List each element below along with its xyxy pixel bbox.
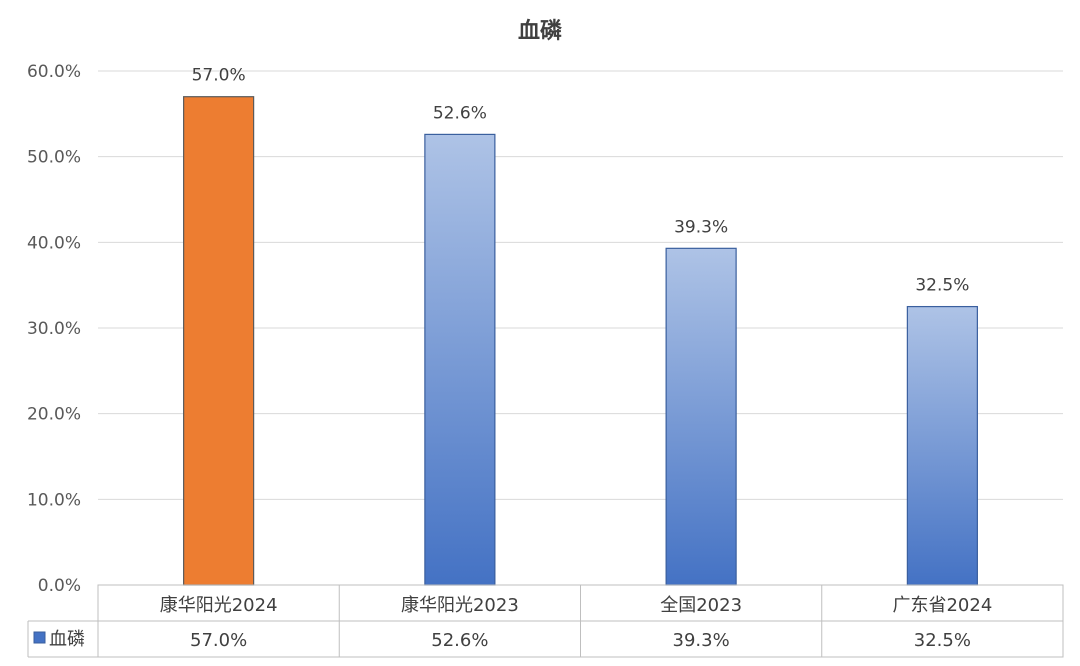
- bar: [183, 96, 255, 586]
- category-label: 全国2023: [660, 595, 742, 616]
- bar: [424, 133, 496, 586]
- category-label: 康华阳光2024: [160, 595, 278, 616]
- legend-swatch: [33, 631, 46, 644]
- y-axis-ticks: 0.0% 10.0% 20.0% 30.0% 40.0% 50.0% 60.0%: [27, 62, 81, 596]
- legend-label: 血磷: [49, 629, 85, 650]
- gridlines: [98, 70, 1063, 500]
- y-tick-label: 20.0%: [27, 405, 81, 425]
- bar-value-label: 39.3%: [674, 217, 728, 237]
- bar: [906, 305, 978, 586]
- bar-value-label: 57.0%: [192, 66, 246, 86]
- bar-value-label: 52.6%: [433, 103, 487, 123]
- y-tick-label: 0.0%: [38, 576, 81, 596]
- y-tick-label: 10.0%: [27, 490, 81, 510]
- y-tick-label: 30.0%: [27, 319, 81, 339]
- bar-value-label: 32.5%: [915, 276, 969, 296]
- y-tick-label: 40.0%: [27, 233, 81, 253]
- table-value-cell: 57.0%: [190, 630, 247, 651]
- category-label: 广东省2024: [892, 595, 992, 616]
- chart-title: 血磷: [518, 18, 562, 44]
- bar: [665, 247, 737, 586]
- data-table: 血磷 康华阳光2024 57.0% 康华阳光2023 52.6% 全国2023 39.3%…: [27, 584, 1064, 658]
- y-tick-label: 50.0%: [27, 148, 81, 168]
- table-value-cell: 52.6%: [431, 630, 488, 651]
- category-label: 康华阳光2023: [401, 595, 519, 616]
- table-value-cell: 39.3%: [673, 630, 730, 651]
- bars: [183, 96, 978, 586]
- data-labels: 57.0% 52.6% 39.3% 32.5%: [192, 66, 970, 296]
- y-tick-label: 60.0%: [27, 62, 81, 82]
- table-value-cell: 32.5%: [914, 630, 971, 651]
